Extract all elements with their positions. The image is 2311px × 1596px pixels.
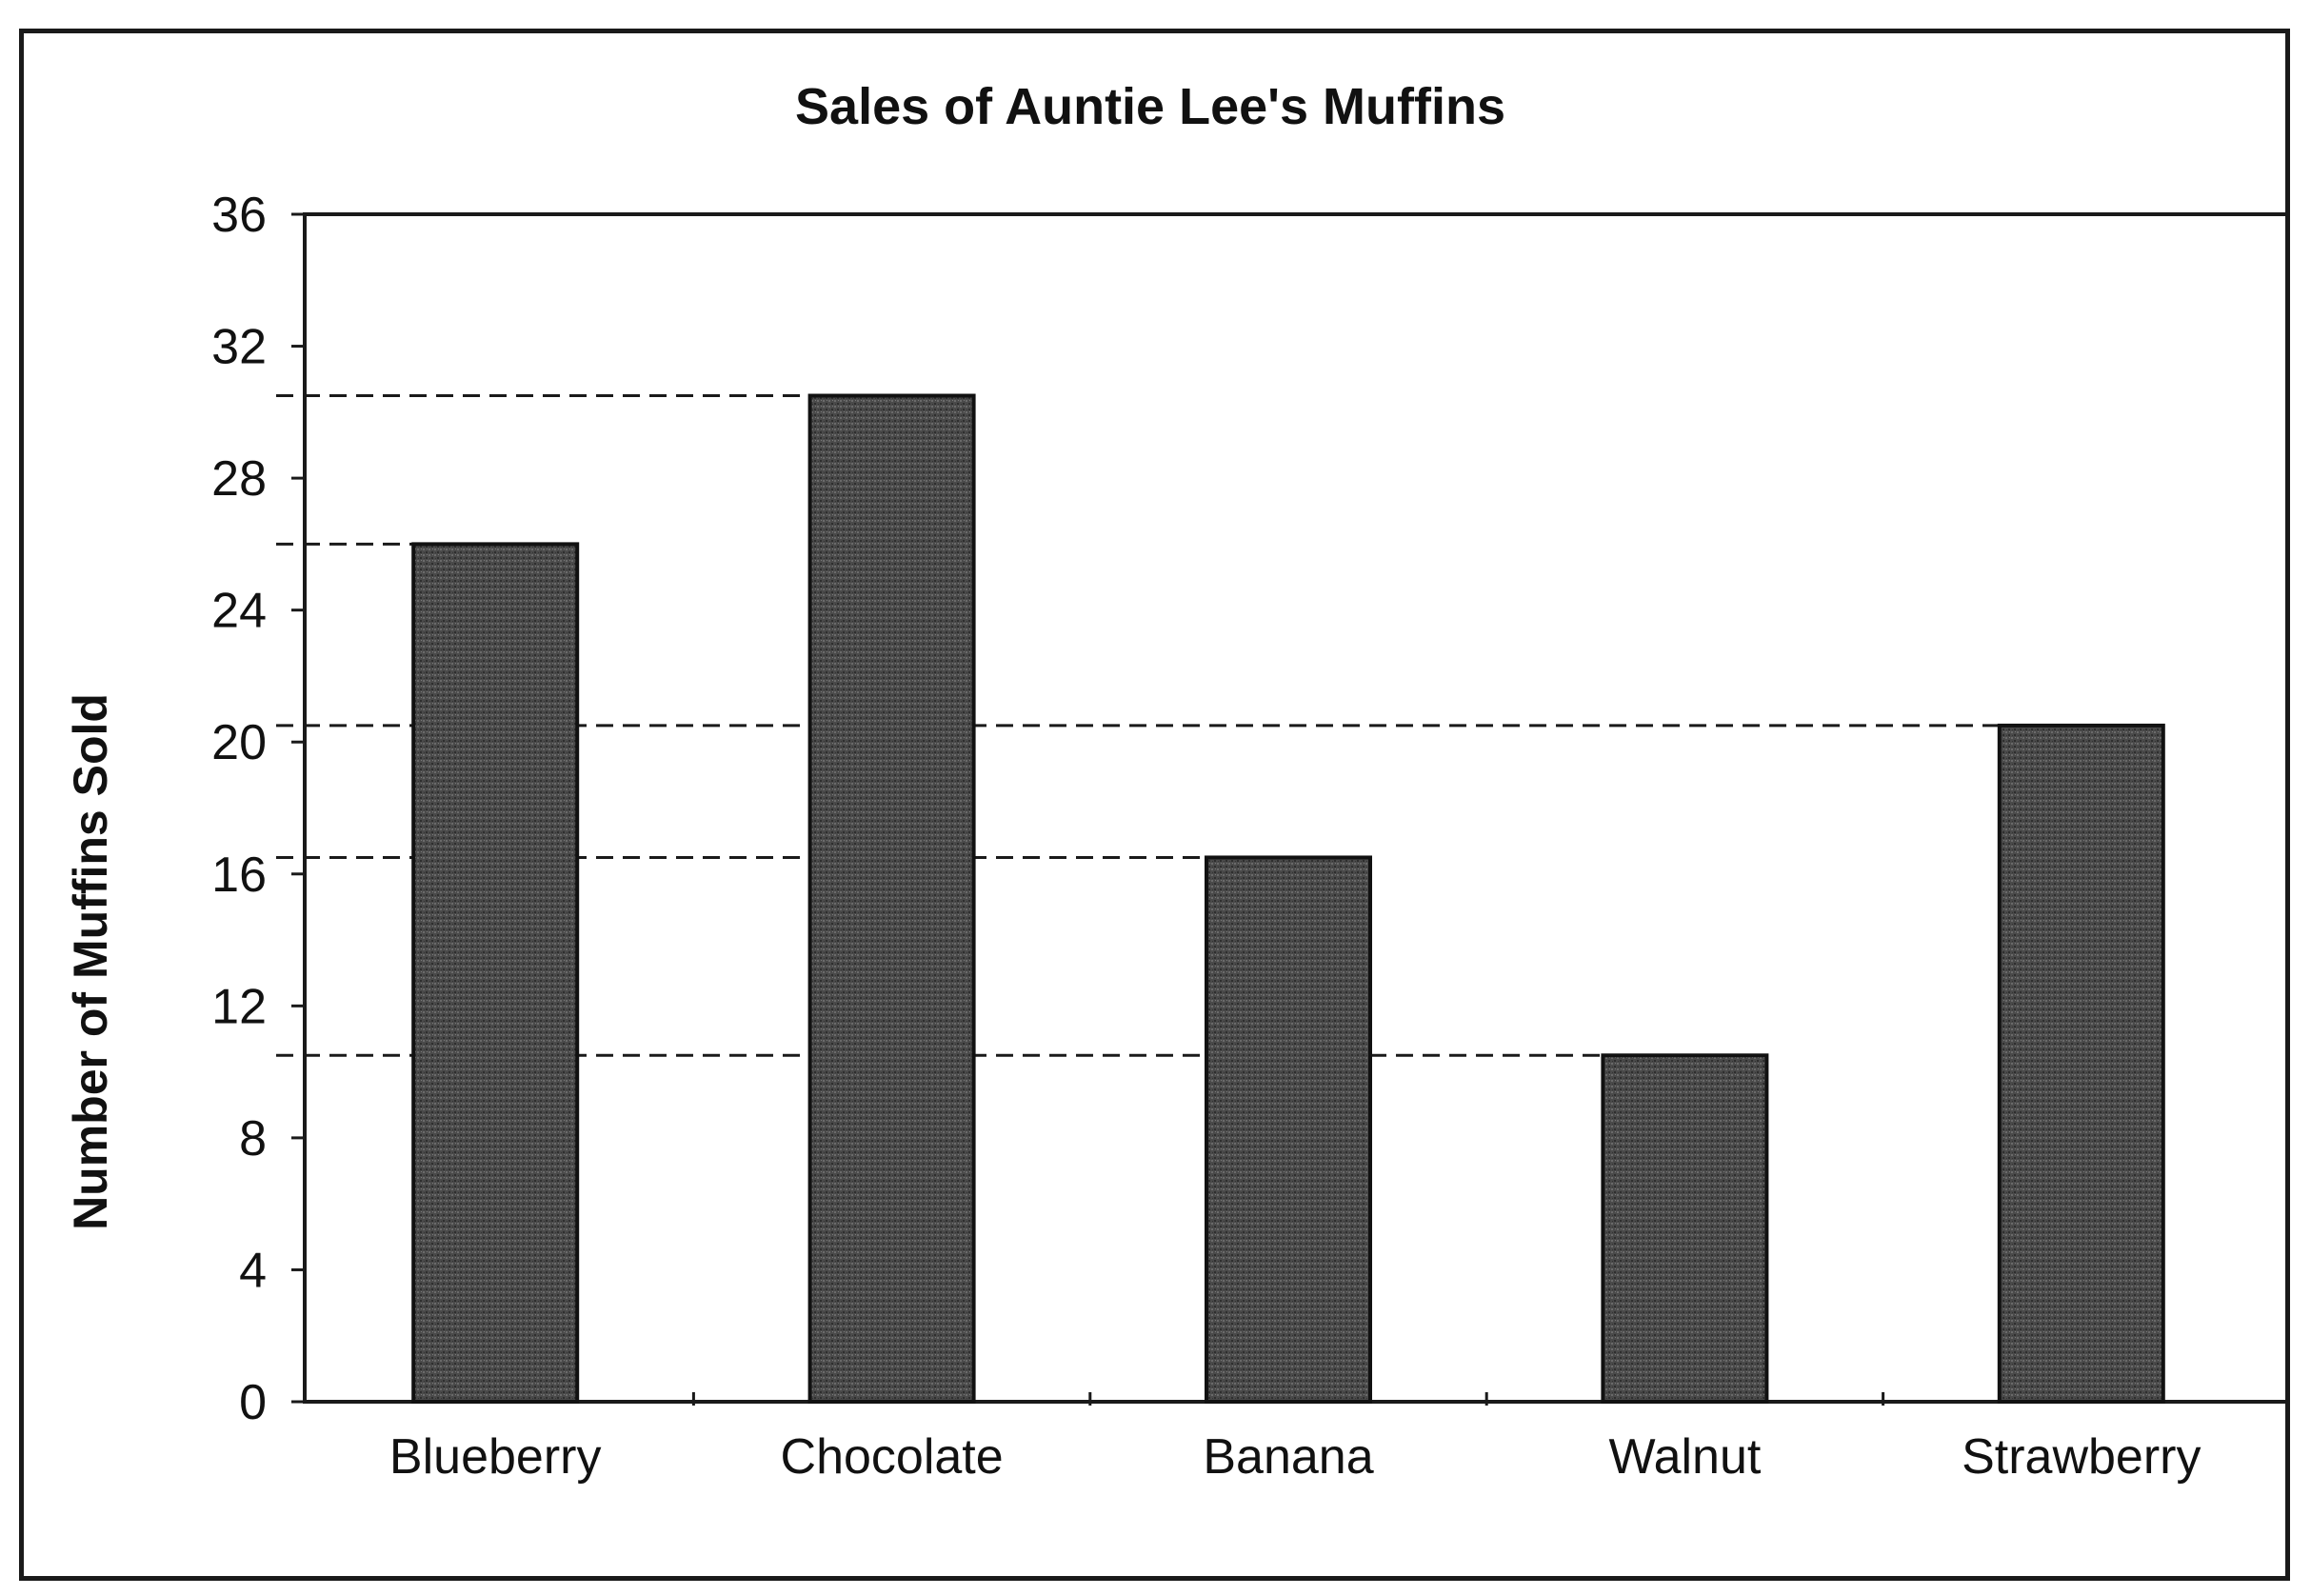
y-tick-label: 4 — [239, 1243, 267, 1298]
bar-walnut — [1601, 1053, 1769, 1404]
y-tick-label: 28 — [211, 451, 267, 507]
y-tick-label: 36 — [211, 188, 267, 243]
y-ticks: 0 4 8 12 16 20 24 28 32 36 — [211, 188, 305, 1430]
x-tick-label: Chocolate — [781, 1429, 1004, 1485]
x-tick-label: Banana — [1203, 1429, 1373, 1485]
y-axis-label: Number of Muffins Sold — [64, 693, 117, 1230]
y-tick-label: 12 — [211, 979, 267, 1034]
y-tick-label: 16 — [211, 848, 267, 903]
x-tick-label: Blueberry — [389, 1429, 602, 1485]
x-tick-label: Strawberry — [1962, 1429, 2201, 1485]
y-tick-label: 8 — [239, 1111, 267, 1167]
bar-strawberry — [1997, 723, 2165, 1404]
chart-title: Sales of Auntie Lee's Muffins — [795, 78, 1505, 135]
x-ticks: Blueberry Chocolate Banana Walnut Strawberry — [389, 1392, 2201, 1485]
bar-blueberry — [411, 542, 580, 1404]
y-tick-label: 0 — [239, 1375, 267, 1430]
y-tick-label: 24 — [211, 584, 267, 639]
y-tick-label: 20 — [211, 715, 267, 770]
bar-chocolate — [807, 393, 976, 1404]
bar-banana — [1205, 855, 1372, 1404]
chart-frame — [19, 29, 2290, 1581]
x-tick-label: Walnut — [1608, 1429, 1761, 1485]
bars — [411, 393, 2165, 1404]
y-tick-label: 32 — [211, 320, 267, 375]
